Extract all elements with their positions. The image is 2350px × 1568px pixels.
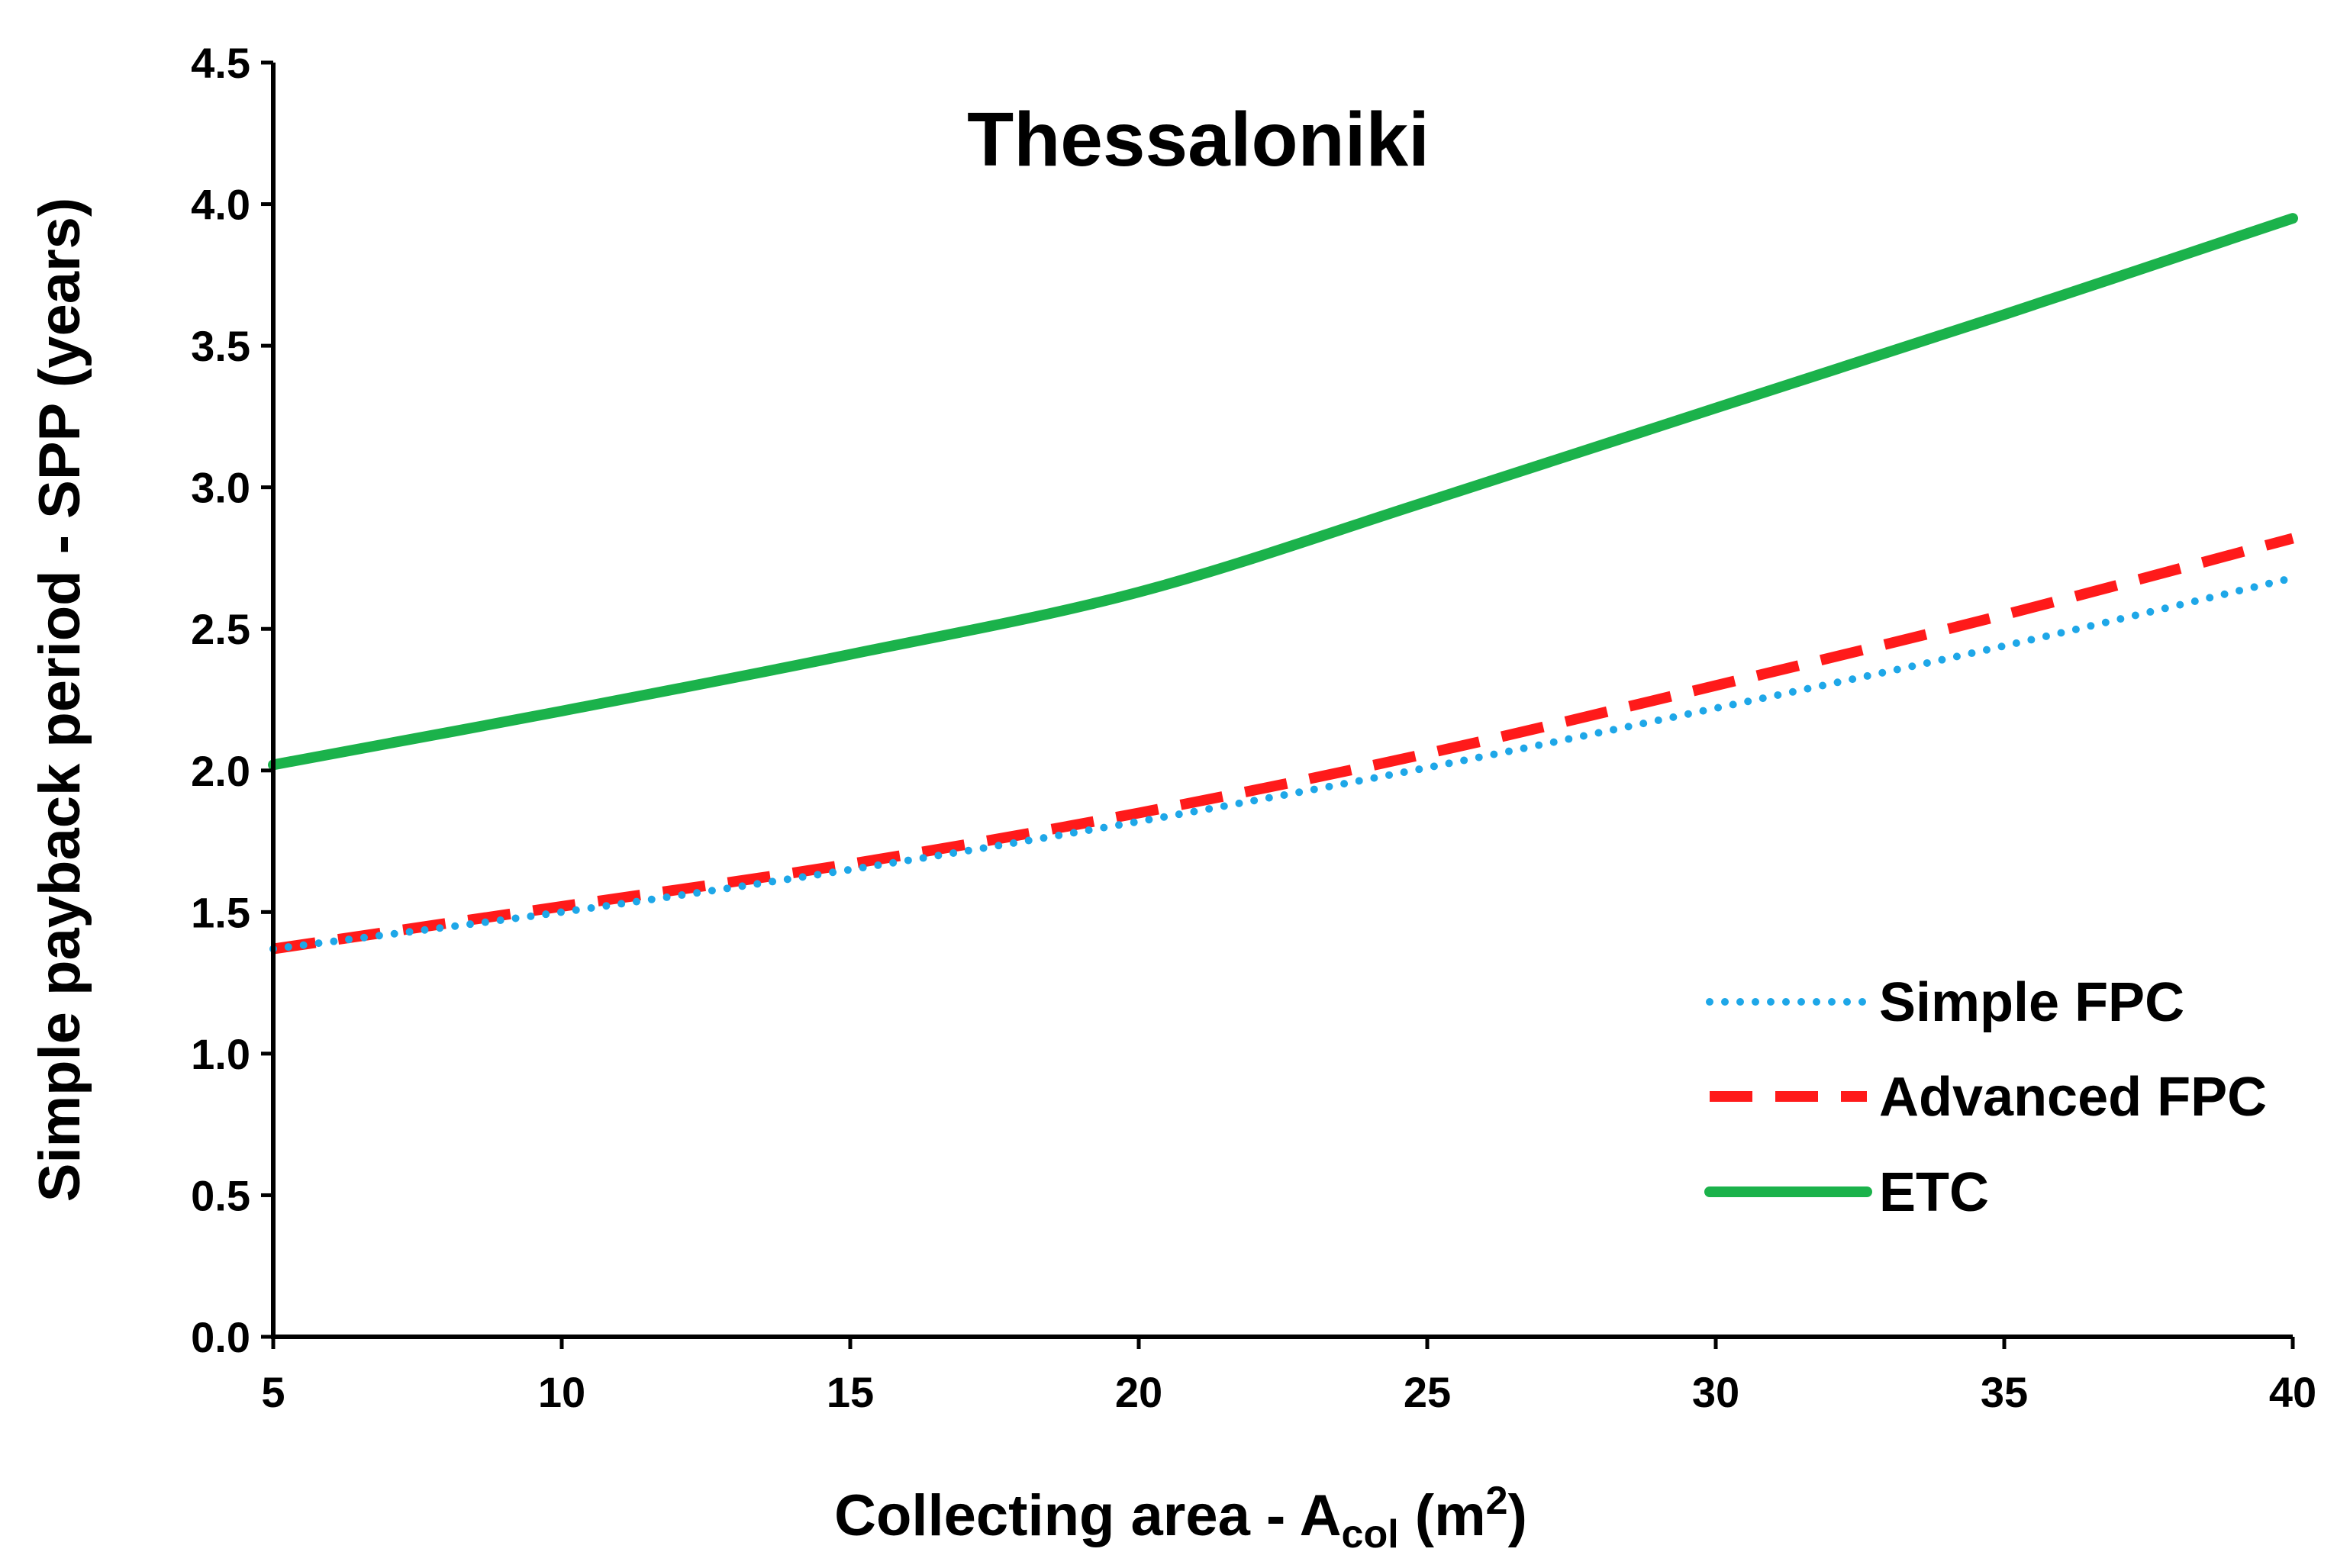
x-tick-label: 40	[2269, 1368, 2316, 1416]
x-tick-label: 15	[827, 1368, 874, 1416]
legend-label-advanced-fpc: Advanced FPC	[1879, 1067, 2267, 1128]
x-tick-label: 20	[1115, 1368, 1162, 1416]
y-tick-label: 2.5	[191, 605, 250, 653]
y-tick-label: 1.5	[191, 888, 250, 936]
ticks: 0.0 0.5 1.0 1.5 2.0 2.5 3.0 3.5 4.0 4.5 5 10 15 20 25 3…	[191, 39, 2316, 1416]
chart-title: Thessaloniki	[967, 97, 1430, 182]
y-tick-label: 2.0	[191, 747, 250, 795]
x-axis-title-superscript: 2	[1486, 1479, 1508, 1523]
x-tick-label: 35	[1981, 1368, 2028, 1416]
legend-label-simple-fpc: Simple FPC	[1879, 972, 2184, 1033]
series-layer	[268, 213, 2298, 955]
legend: Simple FPC Advanced FPC ETC	[1704, 972, 2267, 1223]
series-line-simple-fpc	[269, 574, 2297, 953]
series-line-advanced-fpc	[272, 533, 2294, 955]
x-tick-label: 10	[538, 1368, 585, 1416]
x-axis-title-main: Collecting area - A	[834, 1483, 1341, 1548]
y-tick-label: 1.0	[191, 1030, 250, 1078]
y-tick-label: 3.5	[191, 322, 250, 370]
axes	[271, 63, 2293, 1339]
x-tick-label: 5	[261, 1368, 285, 1416]
y-tick-label: 0.0	[191, 1313, 250, 1361]
x-axis-title-subscript: col	[1342, 1512, 1399, 1557]
series-line-etc	[268, 213, 2298, 771]
x-tick-label: 25	[1404, 1368, 1451, 1416]
x-axis-title-unit-close: )	[1508, 1483, 1527, 1548]
y-axis-title: Simple payback period - SPP (years)	[27, 198, 92, 1202]
y-tick-label: 4.0	[191, 181, 250, 229]
y-tick-label: 0.5	[191, 1171, 250, 1219]
x-tick-label: 30	[1692, 1368, 1739, 1416]
x-axis-title: Collecting area - Acol (m2)	[834, 1479, 1527, 1557]
y-tick-label: 4.5	[191, 39, 250, 87]
y-tick-label: 3.0	[191, 464, 250, 512]
x-axis-title-unit-open: (m	[1399, 1483, 1486, 1548]
legend-label-etc: ETC	[1879, 1162, 1989, 1223]
